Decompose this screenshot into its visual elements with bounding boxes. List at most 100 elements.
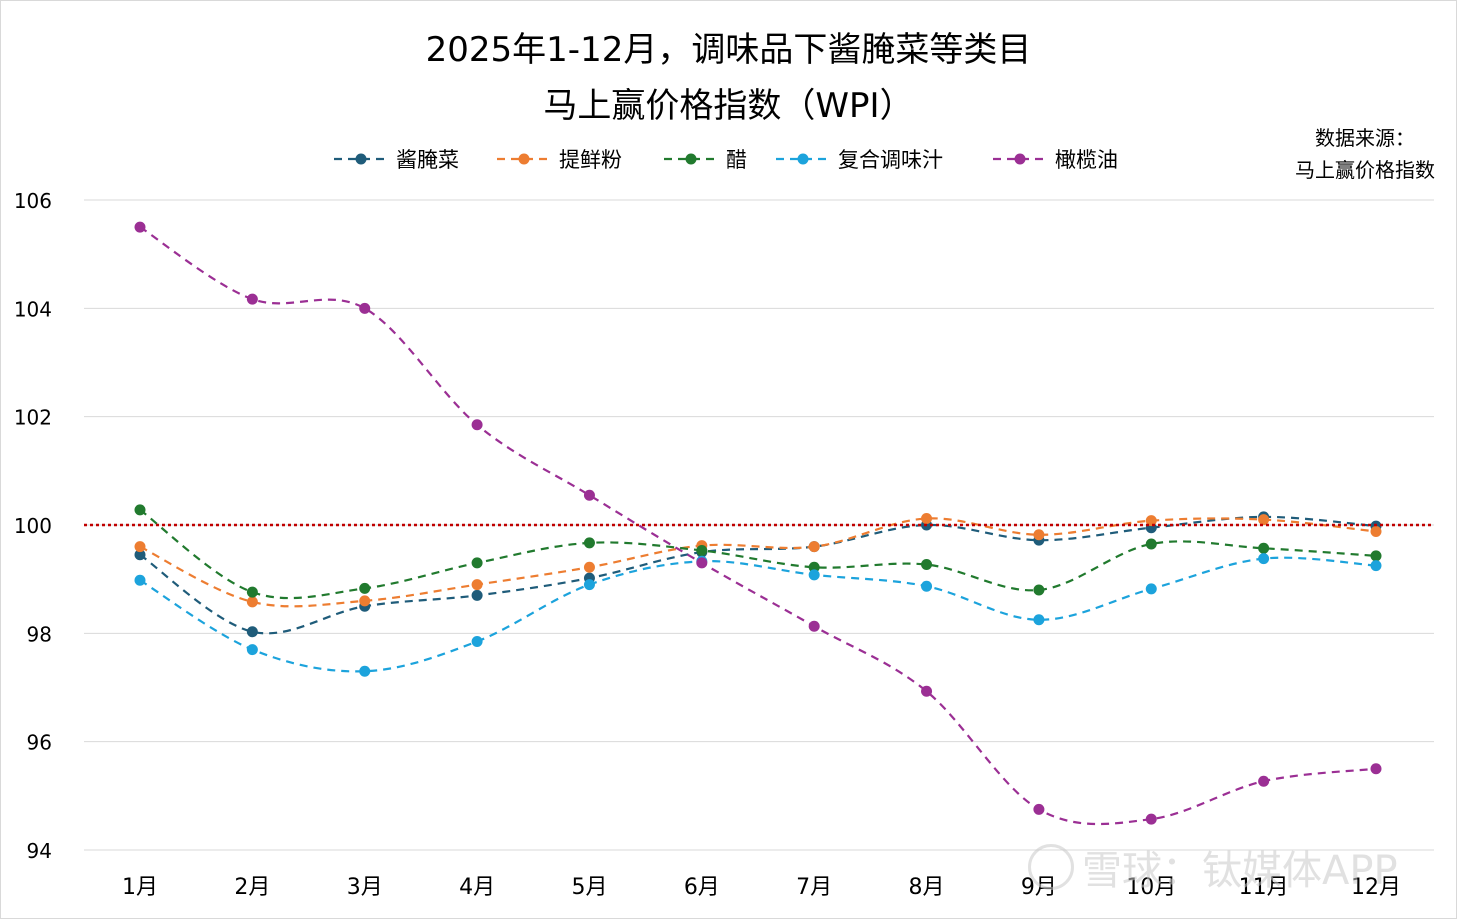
series-line bbox=[139, 508, 1377, 600]
legend-label: 酱腌菜 bbox=[396, 148, 459, 172]
data-point bbox=[696, 557, 708, 569]
legend-item: 酱腌菜 bbox=[334, 148, 459, 172]
data-point bbox=[246, 626, 258, 638]
data-point bbox=[583, 561, 595, 573]
y-tick-label: 98 bbox=[27, 622, 52, 646]
data-point bbox=[1033, 614, 1045, 626]
data-point bbox=[808, 541, 820, 553]
legend: 酱腌菜 提鲜粉 醋 复合调味汁 橄榄油 bbox=[334, 148, 1118, 172]
legend-item: 提鲜粉 bbox=[497, 148, 622, 172]
data-point bbox=[246, 586, 258, 598]
chart-title-line-2: 马上赢价格指数（WPI） bbox=[543, 86, 914, 126]
data-point bbox=[921, 513, 933, 524]
x-tick-label: 11月 bbox=[1239, 875, 1289, 900]
data-point bbox=[1370, 560, 1382, 572]
data-point bbox=[1370, 550, 1382, 562]
chart-title: 2025年1-12月，调味品下酱腌菜等类目 马上赢价格指数（WPI） bbox=[0, 22, 1457, 134]
watermark-text: 雪球：钛媒体APP bbox=[1082, 848, 1398, 894]
series-5 bbox=[134, 221, 1382, 826]
data-point bbox=[471, 579, 483, 591]
data-point bbox=[359, 595, 371, 607]
series-line bbox=[139, 515, 1377, 635]
legend-swatch-marker bbox=[1014, 153, 1026, 165]
x-tick-label: 10月 bbox=[1126, 875, 1176, 900]
y-axis: 94 96 98 100 102 104 106 bbox=[14, 189, 52, 863]
data-point bbox=[1258, 553, 1270, 565]
data-point bbox=[471, 419, 483, 431]
legend-swatch-marker bbox=[518, 153, 530, 165]
x-tick-label: 5月 bbox=[571, 875, 607, 900]
data-point bbox=[134, 541, 146, 553]
series-1 bbox=[134, 511, 1382, 638]
source-note-line-2: 马上赢价格指数 bbox=[1295, 158, 1435, 182]
data-point bbox=[921, 559, 933, 571]
x-tick-label: 7月 bbox=[796, 875, 832, 900]
data-point bbox=[1145, 515, 1157, 527]
series-line bbox=[139, 226, 1377, 826]
data-point bbox=[1033, 584, 1045, 596]
source-note-line-1: 数据来源： bbox=[1315, 126, 1415, 150]
data-point bbox=[1145, 538, 1157, 550]
data-point bbox=[1033, 803, 1045, 815]
watermark: 雪球：钛媒体APP bbox=[1028, 838, 1398, 896]
legend-item: 橄榄油 bbox=[993, 148, 1118, 172]
legend-label: 复合调味汁 bbox=[838, 148, 943, 172]
data-point bbox=[1258, 542, 1270, 554]
data-point bbox=[134, 504, 146, 516]
data-point bbox=[583, 579, 595, 591]
data-point bbox=[808, 561, 820, 573]
y-tick-label: 94 bbox=[27, 839, 52, 863]
data-point bbox=[921, 685, 933, 697]
chart-title-line-1: 2025年1-12月，调味品下酱腌菜等类目 bbox=[425, 30, 1032, 70]
series-3 bbox=[134, 504, 1382, 600]
x-tick-label: 3月 bbox=[347, 875, 383, 900]
series-line bbox=[139, 517, 1377, 608]
x-axis: 1月 2月 3月 4月 5月 6月 7月 8月 9月 10月 11月 12月 bbox=[122, 875, 1401, 900]
series-group bbox=[84, 221, 1434, 826]
legend-swatch-marker bbox=[685, 153, 697, 165]
legend-item: 复合调味汁 bbox=[776, 148, 943, 172]
legend-label: 醋 bbox=[726, 148, 747, 172]
series-line bbox=[139, 556, 1377, 673]
series-2 bbox=[134, 513, 1382, 608]
legend-swatch-marker bbox=[355, 153, 367, 165]
data-point bbox=[808, 569, 820, 581]
series-4 bbox=[134, 553, 1382, 677]
data-point bbox=[471, 635, 483, 647]
data-point bbox=[583, 489, 595, 501]
x-tick-label: 12月 bbox=[1351, 875, 1401, 900]
y-tick-label: 100 bbox=[14, 514, 52, 538]
data-point bbox=[808, 620, 820, 632]
data-point bbox=[1033, 529, 1045, 541]
data-point bbox=[1145, 583, 1157, 595]
data-point bbox=[1258, 514, 1270, 526]
x-tick-label: 8月 bbox=[909, 875, 945, 900]
data-point bbox=[359, 582, 371, 594]
source-note: 数据来源： 马上赢价格指数 bbox=[1295, 122, 1435, 186]
x-tick-label: 1月 bbox=[122, 875, 158, 900]
data-point bbox=[1258, 775, 1270, 787]
y-tick-label: 96 bbox=[27, 731, 52, 755]
data-point bbox=[134, 549, 146, 561]
legend-label: 橄榄油 bbox=[1055, 148, 1118, 172]
data-point bbox=[134, 221, 146, 233]
x-tick-label: 2月 bbox=[234, 875, 270, 900]
data-point bbox=[471, 589, 483, 601]
watermark-logo-icon bbox=[1028, 844, 1074, 890]
data-point bbox=[696, 544, 708, 556]
x-tick-label: 6月 bbox=[684, 875, 720, 900]
data-point bbox=[246, 596, 258, 608]
data-point bbox=[359, 665, 371, 677]
data-point bbox=[1145, 813, 1157, 825]
data-point bbox=[134, 574, 146, 586]
data-point bbox=[359, 302, 371, 314]
legend-label: 提鲜粉 bbox=[559, 148, 622, 172]
data-point bbox=[246, 644, 258, 656]
y-tick-label: 106 bbox=[14, 189, 52, 213]
data-point bbox=[471, 557, 483, 569]
y-tick-label: 104 bbox=[14, 297, 52, 321]
data-point bbox=[1370, 526, 1382, 537]
legend-item: 醋 bbox=[664, 148, 747, 172]
